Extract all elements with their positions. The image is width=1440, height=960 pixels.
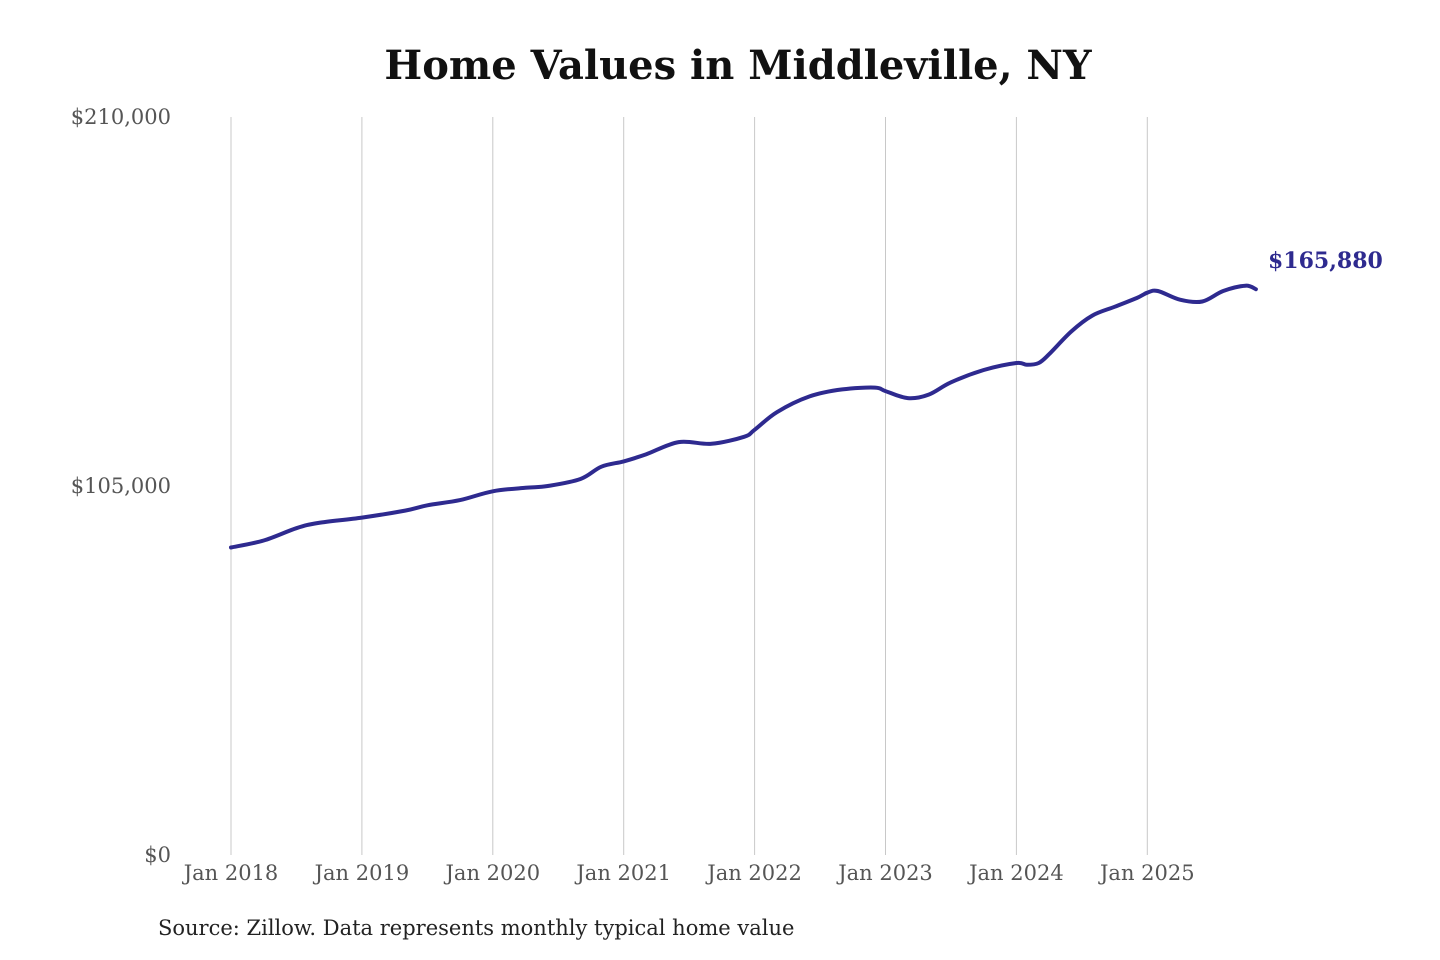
x-tick-label-2021: Jan 2021 bbox=[574, 861, 671, 885]
y-tick-label-210000: $210,000 bbox=[71, 105, 171, 129]
y-tick-label-0: $0 bbox=[144, 843, 171, 867]
source-note: Source: Zillow. Data represents monthly … bbox=[158, 916, 795, 940]
x-tick-label-2020: Jan 2020 bbox=[444, 861, 541, 885]
series-line-0 bbox=[229, 283, 1258, 550]
y-axis-ticks: $0 $105,000 $210,000 bbox=[71, 105, 171, 867]
grid-lines bbox=[230, 117, 1148, 855]
x-tick-label-2025: Jan 2025 bbox=[1098, 861, 1195, 885]
x-tick-label-2019: Jan 2019 bbox=[313, 861, 410, 885]
x-tick-label-2022: Jan 2022 bbox=[705, 861, 802, 885]
series-layer bbox=[229, 283, 1258, 550]
end-value-label: $165,880 bbox=[1268, 248, 1383, 274]
x-tick-label-2023: Jan 2023 bbox=[836, 861, 933, 885]
x-tick-label-2018: Jan 2018 bbox=[182, 861, 279, 885]
y-tick-label-105000: $105,000 bbox=[71, 474, 171, 498]
chart-title: Home Values in Middleville, NY bbox=[384, 42, 1092, 89]
x-axis-ticks: Jan 2018 Jan 2019 Jan 2020 Jan 2021 Jan 2022… bbox=[182, 861, 1195, 885]
x-tick-label-2024: Jan 2024 bbox=[967, 861, 1064, 885]
